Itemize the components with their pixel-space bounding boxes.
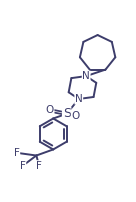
Text: S: S	[63, 107, 71, 120]
Text: O: O	[71, 112, 80, 121]
Text: N: N	[82, 71, 90, 81]
Text: N: N	[75, 94, 83, 104]
Text: F: F	[14, 148, 20, 158]
Text: O: O	[46, 105, 54, 115]
Text: F: F	[20, 161, 26, 171]
Text: F: F	[36, 161, 42, 171]
